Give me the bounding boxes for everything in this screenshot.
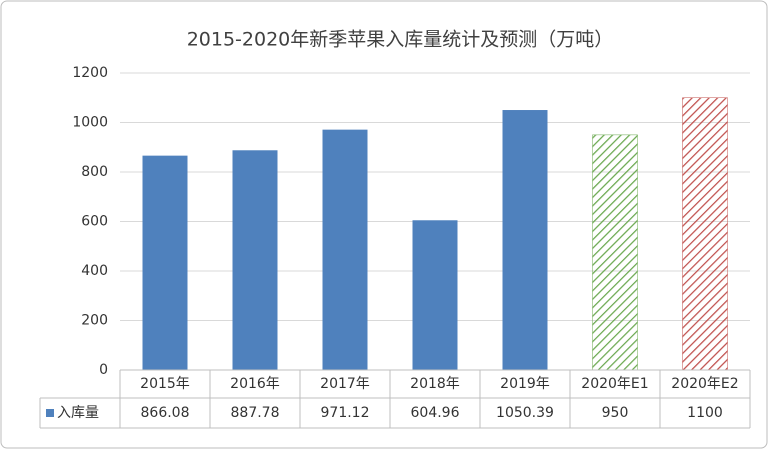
x-tick-label: 2016年 [230,376,280,392]
y-tick-label: 1000 [72,115,108,131]
x-tick-label: 2018年 [410,376,460,392]
table-value: 1100 [687,405,723,421]
table-value: 1050.39 [496,405,554,421]
x-tick-label: 2017年 [320,376,370,392]
table-value: 971.12 [321,405,370,421]
y-tick-label: 200 [81,313,108,329]
bar [412,220,458,370]
bar [322,129,368,370]
y-tick-label: 1200 [72,65,108,81]
table-value: 950 [602,405,629,421]
y-tick-label: 400 [81,263,108,279]
bar [142,155,188,370]
bar [682,97,728,371]
legend-label: 入库量 [57,405,99,421]
x-tick-label: 2019年 [500,376,550,392]
legend-swatch [46,409,54,417]
table-value: 887.78 [231,405,280,421]
bar [502,110,548,370]
x-tick-label: 2020年E2 [671,376,738,392]
bar [232,150,278,370]
chart-title: 2015-2020年新季苹果入库量统计及预测（万吨） [187,29,614,51]
x-tick-label: 2020年E1 [581,376,648,392]
x-tick-label: 2015年 [140,376,190,392]
bar [592,134,638,371]
y-tick-label: 600 [81,214,108,230]
y-tick-label: 800 [81,164,108,180]
table-value: 866.08 [141,405,190,421]
y-tick-label: 0 [99,362,108,378]
table-value: 604.96 [411,405,460,421]
